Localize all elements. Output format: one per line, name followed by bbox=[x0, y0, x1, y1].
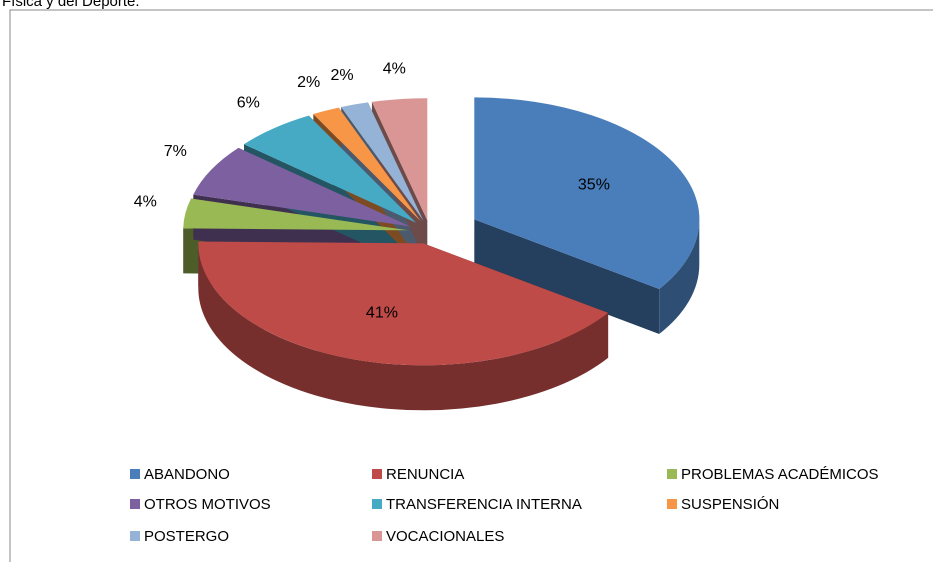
legend-label: POSTERGO bbox=[144, 528, 229, 545]
slice bbox=[193, 147, 411, 227]
data-label: 2% bbox=[330, 67, 353, 84]
legend-swatch bbox=[372, 499, 382, 509]
slice-wall bbox=[659, 219, 700, 334]
legend-swatch bbox=[130, 531, 140, 541]
legend-label: OTROS MOTIVOS bbox=[144, 496, 271, 513]
slice-wall bbox=[198, 243, 609, 411]
caption: Física y del Deporte. bbox=[2, 0, 140, 10]
legend-swatch bbox=[130, 499, 140, 509]
slice bbox=[341, 102, 424, 221]
legend-swatch bbox=[372, 531, 382, 541]
legend-swatch bbox=[372, 469, 382, 479]
slice bbox=[474, 97, 700, 289]
slice bbox=[198, 241, 609, 366]
legend-swatch bbox=[667, 499, 677, 509]
legend-label: PROBLEMAS ACADÉMICOS bbox=[681, 466, 879, 483]
legend-swatch bbox=[667, 469, 677, 479]
slice-side bbox=[474, 219, 660, 334]
data-label: 41% bbox=[366, 304, 398, 321]
data-label: 6% bbox=[237, 94, 260, 111]
data-label: 35% bbox=[578, 177, 610, 194]
legend-label: ABANDONO bbox=[144, 466, 230, 483]
slice bbox=[244, 115, 417, 223]
data-label: 7% bbox=[164, 143, 187, 160]
legend-label: RENUNCIA bbox=[386, 466, 464, 483]
data-label: 4% bbox=[383, 61, 406, 78]
slice bbox=[313, 107, 421, 222]
data-label: 2% bbox=[297, 74, 320, 91]
data-label: 4% bbox=[134, 193, 157, 210]
legend-label: SUSPENSIÓN bbox=[681, 496, 779, 513]
legend-label: VOCACIONALES bbox=[386, 528, 504, 545]
slice bbox=[371, 98, 428, 221]
slice bbox=[183, 198, 409, 231]
legend-swatch bbox=[130, 469, 140, 479]
chart-frame bbox=[9, 9, 933, 562]
legend-label: TRANSFERENCIA INTERNA bbox=[386, 496, 582, 513]
